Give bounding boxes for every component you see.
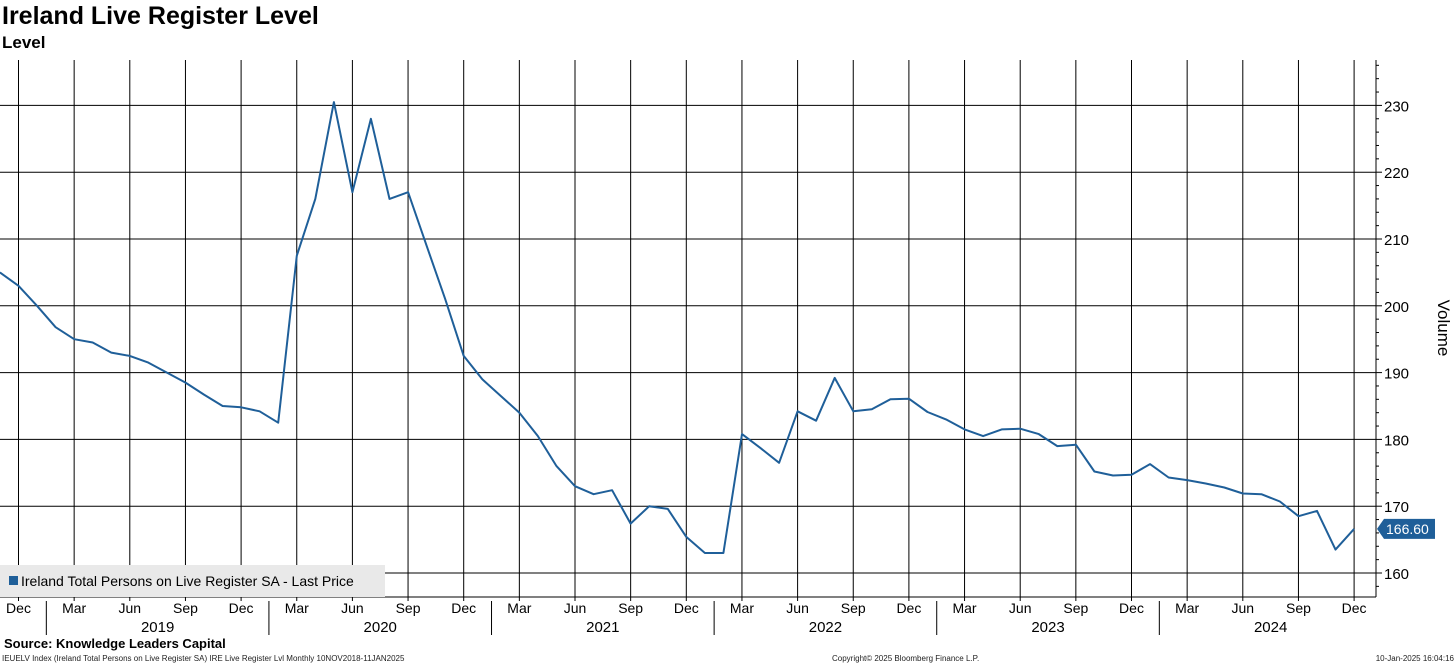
x-tick-label: Dec: [6, 600, 31, 616]
x-tick-label: Dec: [1119, 600, 1144, 616]
legend-background: [0, 565, 385, 597]
y-tick-label: 210: [1384, 232, 1409, 249]
chart-axes: [0, 60, 1377, 598]
x-tick-label: Mar: [1175, 600, 1199, 616]
vertical-gridlines: [18, 60, 1355, 597]
x-tick-label: Dec: [229, 600, 254, 616]
y-tick-label: 170: [1384, 499, 1409, 516]
year-label: 2019: [141, 619, 174, 636]
horizontal-gridlines: [0, 104, 1376, 574]
year-label: 2021: [586, 619, 619, 636]
x-tick-label: Jun: [564, 600, 587, 616]
legend: Ireland Total Persons on Live Register S…: [0, 565, 385, 597]
x-tick-label: Sep: [841, 600, 866, 616]
y-tick-label: 160: [1384, 566, 1409, 583]
y-tick-label: 220: [1384, 165, 1409, 182]
x-axis-ticks: [18, 597, 1355, 635]
y-axis-tick-labels: 160 170 180 190 200 210 220 230: [1376, 64, 1409, 587]
line-chart: Dec Mar Jun Sep Dec Mar Jun Sep Dec Mar Jun Sep Dec M…: [0, 60, 1453, 636]
series-group: [0, 101, 1355, 554]
x-tick-label: Jun: [119, 600, 142, 616]
x-tick-label: Jun: [1232, 600, 1255, 616]
x-tick-label: Sep: [396, 600, 421, 616]
x-tick-label: Sep: [618, 600, 643, 616]
x-tick-label: Mar: [62, 600, 86, 616]
x-tick-label: Sep: [1063, 600, 1088, 616]
x-tick-label: Dec: [1342, 600, 1367, 616]
footer-timestamp: 10-Jan-2025 16:04:16: [1375, 654, 1454, 663]
x-tick-label: Dec: [896, 600, 921, 616]
footer-index-description: IEUELV Index (Ireland Total Persons on L…: [2, 654, 405, 663]
footer-copyright: Copyright© 2025 Bloomberg Finance L.P.: [832, 654, 980, 663]
x-tick-label: Mar: [507, 600, 531, 616]
y-tick-label: 230: [1384, 98, 1409, 115]
x-axis-month-labels: Dec Mar Jun Sep Dec Mar Jun Sep Dec Mar Jun Sep Dec M…: [6, 600, 1367, 636]
year-label: 2024: [1254, 619, 1287, 636]
x-tick-label: Mar: [285, 600, 309, 616]
x-tick-label: Jun: [786, 600, 809, 616]
series-line: [0, 101, 1355, 554]
year-label: 2020: [364, 619, 397, 636]
y-tick-label: 190: [1384, 366, 1409, 383]
y-axis-label: Volume: [1434, 300, 1453, 357]
x-tick-label: Mar: [952, 600, 976, 616]
y-tick-label: 200: [1384, 299, 1409, 316]
chart-title: Ireland Live Register Level: [2, 2, 319, 30]
last-value-label: 166.60: [1386, 521, 1429, 537]
x-tick-label: Sep: [1286, 600, 1311, 616]
last-value-flag: [1377, 518, 1435, 539]
last-value-marker: 166.60: [1377, 518, 1435, 539]
x-tick-label: Mar: [730, 600, 754, 616]
x-tick-label: Sep: [173, 600, 198, 616]
x-tick-label: Dec: [451, 600, 476, 616]
year-label: 2023: [1031, 619, 1064, 636]
chart-subtitle: Level: [2, 33, 46, 52]
x-tick-label: Jun: [341, 600, 364, 616]
source-note: Source: Knowledge Leaders Capital: [4, 636, 226, 651]
y-tick-label: 180: [1384, 432, 1409, 449]
legend-label: Ireland Total Persons on Live Register S…: [21, 573, 354, 589]
year-label: 2022: [809, 619, 842, 636]
x-tick-label: Dec: [674, 600, 699, 616]
x-tick-label: Jun: [1009, 600, 1032, 616]
legend-swatch: [9, 576, 18, 585]
